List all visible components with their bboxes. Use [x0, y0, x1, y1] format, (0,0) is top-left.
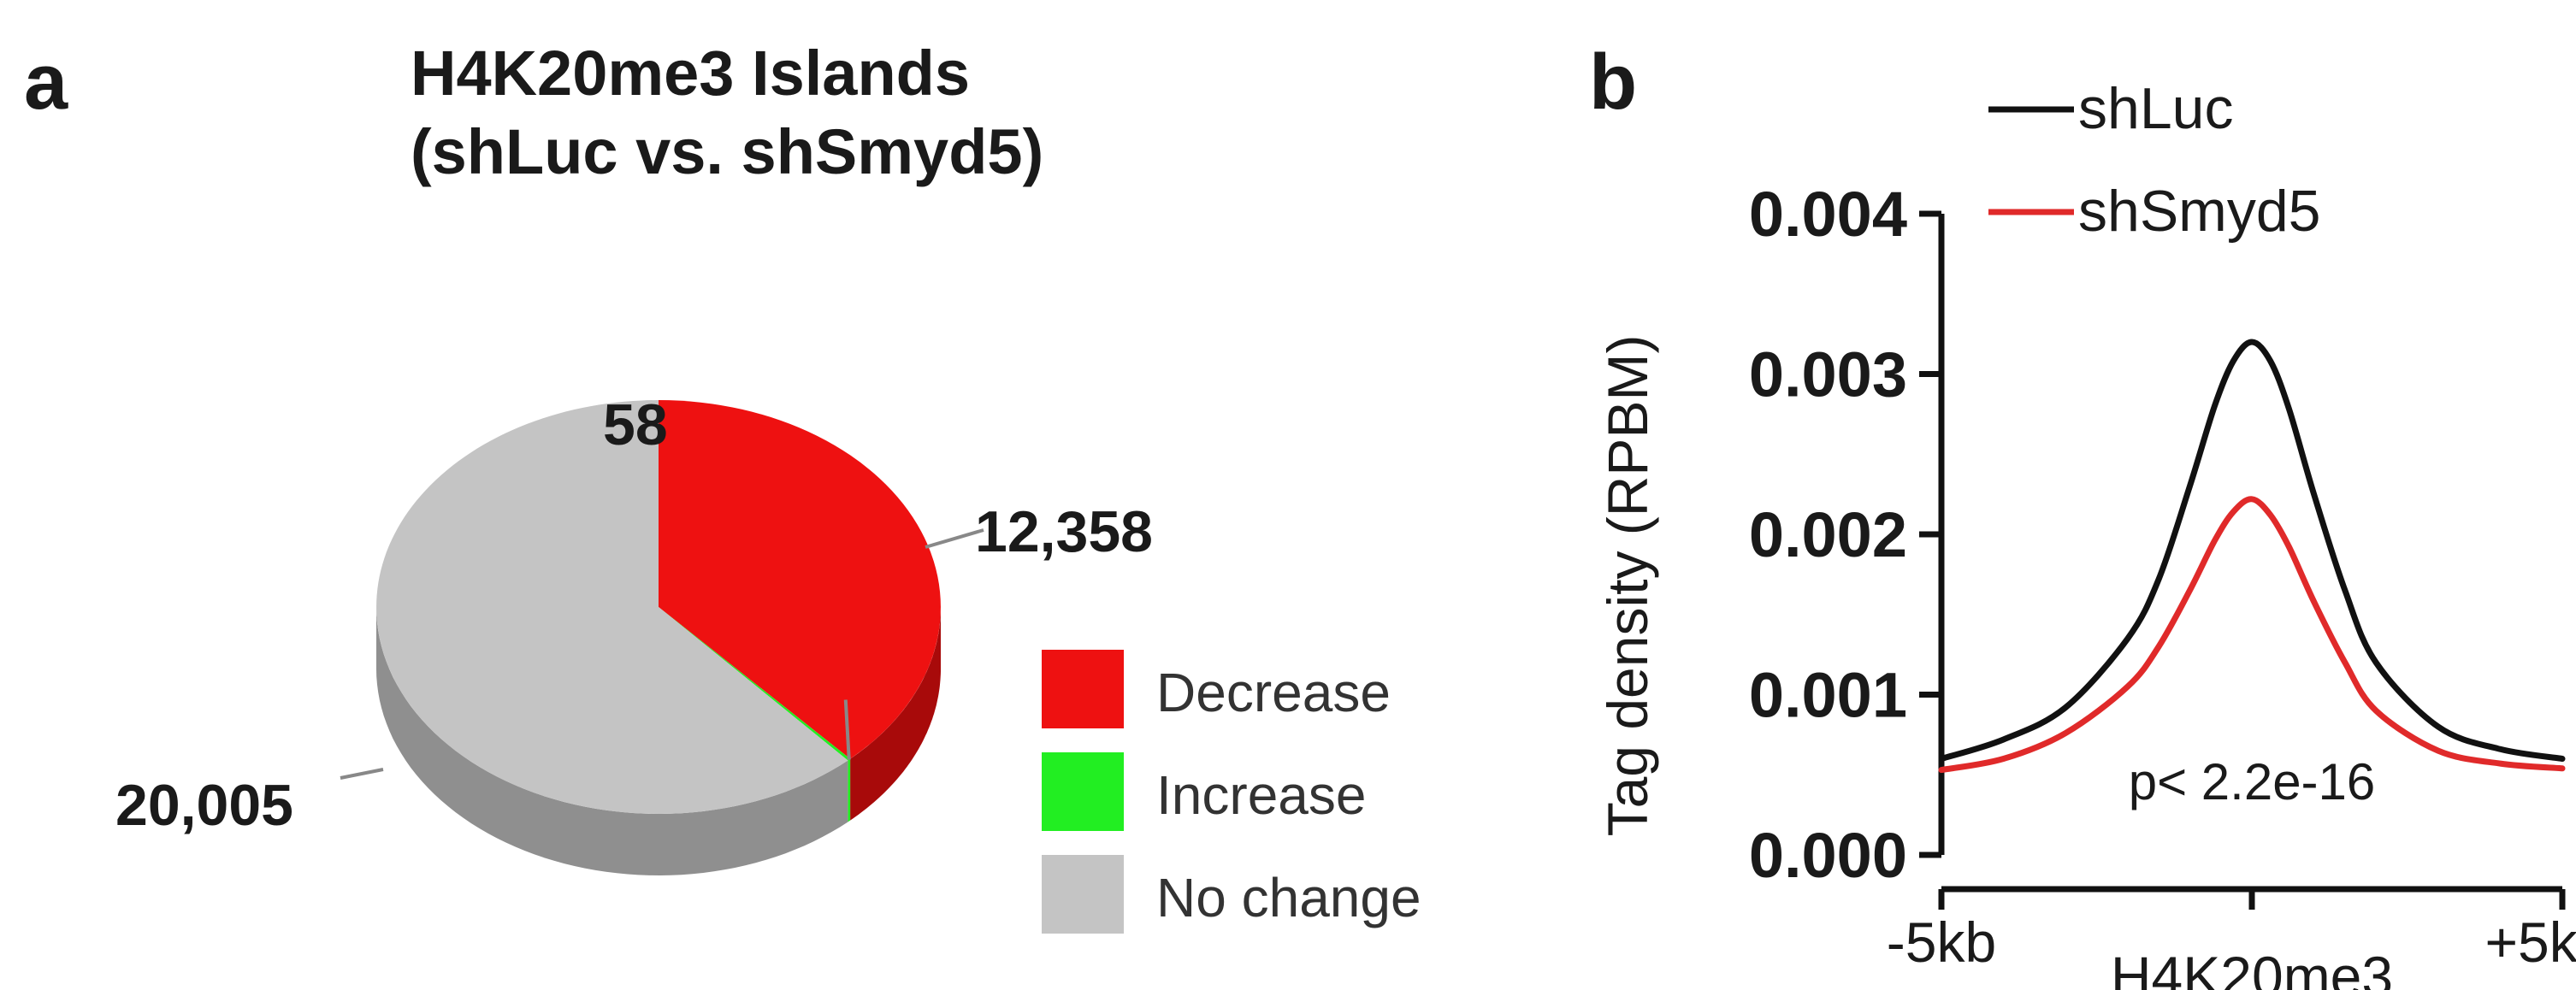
series-line-shluc [1938, 339, 2566, 762]
x-tick-label-left: -5kb [1887, 910, 1996, 974]
leader-line-no-change [340, 768, 384, 780]
pie-chart-title: H4K20me3 Islands (shLuc vs. shSmyd5) [411, 34, 1043, 192]
pie-title-line2: (shLuc vs. shSmyd5) [411, 116, 1044, 187]
y-tick-label: 0.000 [1749, 820, 1907, 891]
y-tick-label: 0.004 [1749, 179, 1907, 250]
leader-line-decrease [925, 528, 984, 549]
legend-label-shsmyd5: shSmyd5 [2078, 179, 2320, 244]
p-value-annotation: p< 2.2e-16 [2129, 753, 2376, 810]
panel-b-letter: b [1589, 38, 1638, 126]
y-tick-label: 0.003 [1749, 339, 1907, 410]
y-tick-label: 0.001 [1749, 660, 1907, 731]
legend-label-increase: Increase [1156, 764, 1366, 826]
pie-slice-increase [659, 607, 851, 761]
pie-side-no-change [376, 607, 848, 875]
legend-label-no-change: No change [1156, 867, 1421, 928]
pie-label-no-change: 20,005 [115, 773, 293, 838]
pie-slice-no-change [376, 400, 848, 814]
pie-chart: 58 12,358 20,005 Decrease Increase No change [115, 392, 1421, 934]
pie-side-decrease [850, 607, 941, 821]
legend-swatch-decrease [1042, 650, 1124, 728]
pie-label-increase: 58 [603, 392, 668, 457]
legend-label-decrease: Decrease [1156, 662, 1391, 723]
y-tick-label: 0.002 [1749, 499, 1907, 570]
x-axis-label: H4K20me3 [2111, 945, 2393, 990]
legend-swatch-no-change [1042, 855, 1124, 934]
x-tick-label-right: +5kb [2485, 910, 2576, 974]
panel-a-letter: a [24, 38, 68, 126]
pie-slice-decrease [659, 400, 941, 759]
legend-swatch-increase [1042, 752, 1124, 831]
pie-label-decrease: 12,358 [975, 499, 1153, 564]
series-line-shsmyd5 [1938, 496, 2566, 774]
pie-title-line1: H4K20me3 Islands [411, 38, 971, 109]
y-axis-label: Tag density (RPBM) [1596, 335, 1659, 837]
legend-label-shluc: shLuc [2078, 76, 2233, 141]
leader-line-increase [843, 699, 851, 760]
pie-side-increase [848, 758, 851, 822]
